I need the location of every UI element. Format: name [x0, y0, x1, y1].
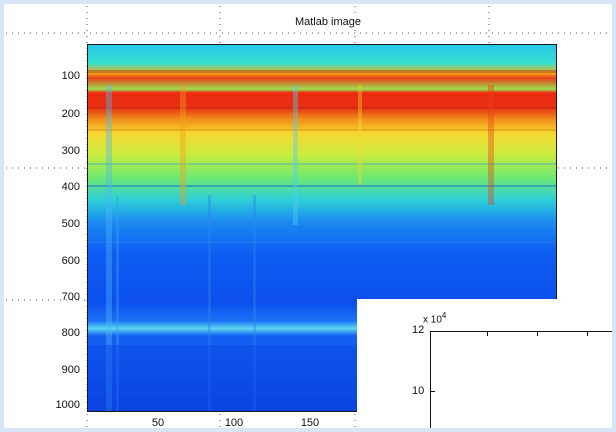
inset-exponent-label: x 104: [423, 311, 447, 326]
inset-y-tick: [431, 391, 435, 392]
y-tick-label: 200: [61, 108, 80, 120]
inset-x-tick: [587, 332, 588, 336]
inset-axes: x 104 12 10: [357, 299, 616, 432]
y-tick-label: 500: [61, 218, 80, 230]
y-tick-label: 700: [61, 291, 80, 303]
inset-plot-area: [430, 331, 616, 432]
y-tick-label: 1000: [55, 399, 80, 411]
x-tick-label: 50: [151, 417, 165, 429]
inset-x-tick: [487, 332, 488, 336]
y-tick-label: 400: [61, 181, 80, 193]
y-tick-label: 800: [61, 327, 80, 339]
x-tick-label: 150: [300, 417, 320, 429]
y-tick-label: 600: [61, 255, 80, 267]
y-tick-label: 900: [61, 364, 80, 376]
y-tick-label: 300: [61, 145, 80, 157]
inset-x-tick: [537, 332, 538, 336]
inset-y-tick-label: 12: [412, 324, 425, 336]
x-tick-label: 100: [224, 417, 244, 429]
inset-y-tick-label: 10: [412, 385, 425, 397]
figure-title: Matlab image: [256, 16, 400, 28]
y-tick-label: 100: [61, 70, 80, 82]
